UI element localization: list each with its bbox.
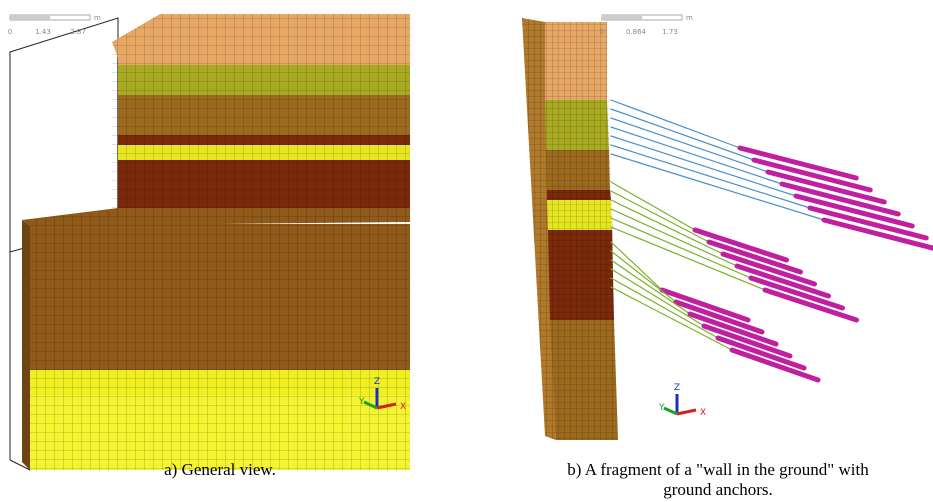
axis-label: Y — [358, 397, 365, 407]
anchor-part — [611, 191, 709, 242]
anchors — [611, 100, 933, 380]
scale-label: 0 — [8, 28, 12, 36]
axis-triad — [364, 388, 696, 414]
anchor-part — [611, 260, 690, 314]
anchor-part — [611, 118, 768, 172]
axis-label: Z — [374, 377, 380, 387]
scale-label: 0.864 — [626, 28, 647, 36]
scale-label: 2.87 — [70, 28, 86, 36]
model-b — [522, 18, 618, 440]
anchor-part — [611, 127, 782, 184]
anchor-part — [704, 326, 790, 356]
anchor-part — [611, 287, 732, 350]
anchor-part — [765, 290, 857, 320]
caption: ground anchors. — [663, 480, 773, 499]
anchor-part — [723, 254, 815, 284]
scale-label: 1.43 — [35, 28, 51, 36]
caption: b) A fragment of a "wall in the ground" … — [567, 460, 869, 479]
anchor-part — [732, 350, 818, 380]
scale-label: 1.73 — [662, 28, 678, 36]
anchor-part — [611, 251, 676, 302]
scale-unit: m — [94, 14, 101, 22]
caption: a) General view. — [164, 460, 276, 479]
anchor-part — [751, 278, 843, 308]
scale-label: 0 — [600, 28, 604, 36]
axis-label: X — [400, 402, 406, 412]
figure-canvas: 0 1.43 2.87 m 0 0.864 1.73 m Z Y X Z Y X… — [0, 0, 933, 502]
anchor-part — [737, 266, 829, 296]
anchor-part — [695, 230, 787, 260]
model-a — [10, 14, 410, 470]
anchor-part — [662, 290, 748, 320]
anchor-part — [611, 278, 718, 338]
figure: 0 1.43 2.87 m 0 0.864 1.73 m Z Y X Z Y X… — [0, 0, 933, 502]
axis-label: Y — [658, 403, 665, 413]
anchor-part — [709, 242, 801, 272]
axis-label: Z — [674, 383, 680, 393]
axis-label: X — [700, 408, 706, 418]
anchor-part — [611, 200, 723, 254]
anchor-part — [718, 338, 804, 368]
scale-unit: m — [686, 14, 693, 22]
